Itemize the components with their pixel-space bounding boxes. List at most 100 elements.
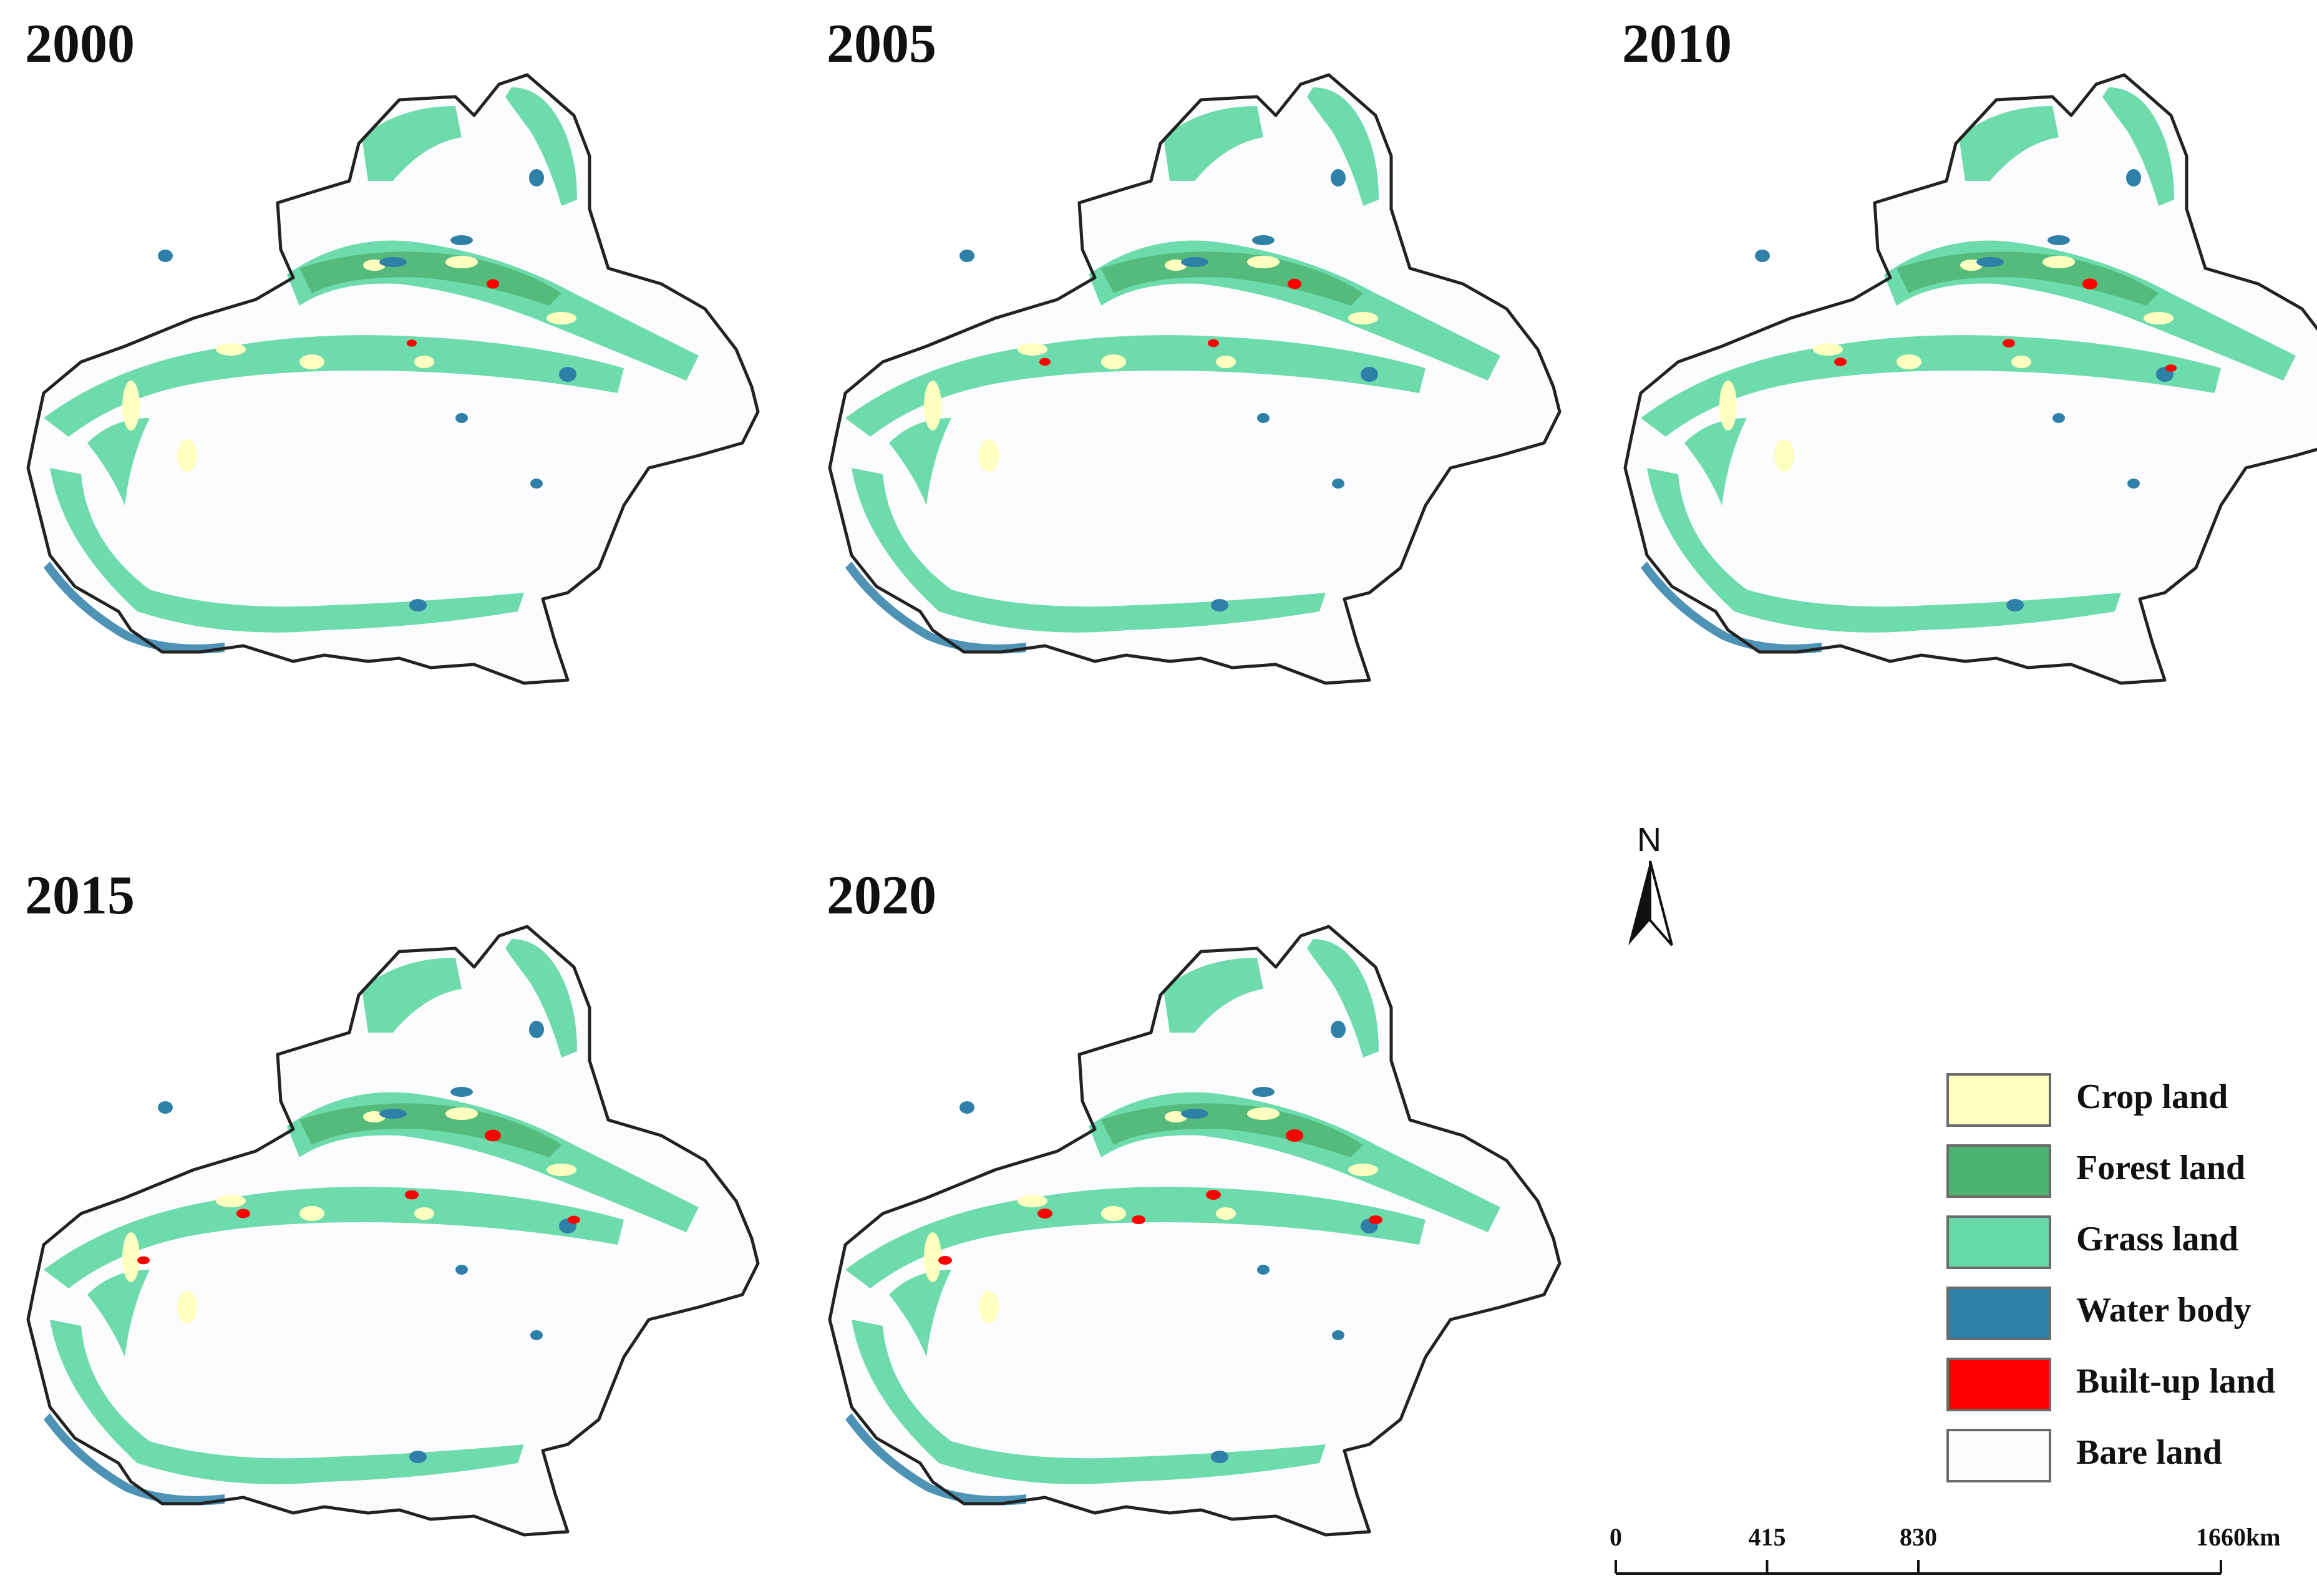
legend-swatch (1946, 1287, 2051, 1340)
grass-land-area (1307, 87, 1379, 206)
north-arrow-icon (1628, 860, 1673, 946)
grass-land-area (362, 958, 462, 1033)
crop-land-patch (979, 1291, 999, 1323)
water-body-patch (1252, 1087, 1275, 1097)
water-body-patch (1332, 479, 1344, 489)
built-up-patch (1288, 278, 1301, 290)
water-body-patch (1181, 1109, 1208, 1119)
legend-item-grass-land: Grass land (1946, 1215, 2296, 1287)
grass-land-area (852, 468, 1326, 633)
crop-land-patch (445, 256, 478, 268)
water-body-patch (1332, 1330, 1344, 1340)
grass-land-area (1641, 335, 2221, 437)
built-up-patch (1039, 358, 1051, 366)
panel-year-label: 2020 (827, 865, 936, 926)
grass-land-area (87, 1270, 150, 1357)
region-outline (26, 925, 760, 1537)
water-body-patch (1211, 599, 1228, 611)
legend-label: Grass land (2076, 1220, 2238, 1258)
water-body-patch (2126, 169, 2141, 187)
legend-label: Crop land (2076, 1078, 2228, 1116)
built-up-patch (2165, 364, 2177, 372)
grass-land-area (1684, 418, 1747, 505)
bare-land-area (28, 75, 758, 683)
crop-land-patch (216, 343, 246, 356)
crop-land-patch (216, 1195, 246, 1207)
crop-land-patch (1897, 354, 1921, 369)
crop-land-patch (299, 354, 324, 369)
water-body-patch (2127, 479, 2140, 489)
water-body-patch (959, 1101, 974, 1114)
land-use-map (26, 73, 760, 685)
water-body-patch (1976, 257, 2004, 267)
built-up-patch (1132, 1215, 1145, 1224)
map-panel-2005: 2005 (827, 12, 1594, 711)
water-body-patch (379, 257, 407, 267)
built-up-patch (407, 339, 417, 347)
legend-item-crop-land: Crop land (1946, 1073, 2296, 1144)
legend-item-bare-land: Bare land (1946, 1429, 2296, 1500)
scale-tick-415: 415 (1748, 1523, 1786, 1551)
crop-land-patch (546, 312, 576, 324)
crop-land-patch (924, 381, 941, 431)
crop-land-patch (1216, 356, 1236, 368)
grass-land-area (845, 1187, 1426, 1288)
water-body-patch (455, 413, 468, 423)
region-outline (828, 925, 1562, 1537)
region-outline (828, 73, 1562, 685)
crop-land-patch (299, 1206, 324, 1221)
water-body-patch (409, 1451, 427, 1463)
water-body-patch (1257, 413, 1270, 423)
water-body-patch (1252, 235, 1275, 245)
water-body-patch (158, 250, 173, 262)
water-body-patch (2047, 235, 2070, 245)
grass-land-area (362, 106, 462, 181)
scale-tick-830: 830 (1900, 1523, 1937, 1551)
crop-land-patch (1216, 1207, 1236, 1220)
legend-swatch (1946, 1358, 2051, 1411)
land-use-map (828, 925, 1562, 1537)
water-body-patch (845, 1413, 1026, 1506)
legend-label: Built-up land (2076, 1362, 2276, 1401)
crop-land-patch (122, 381, 140, 431)
legend-label: Water body (2076, 1291, 2251, 1330)
map-panel-2010: 2010 (1622, 12, 2317, 711)
built-up-patch (405, 1190, 419, 1200)
panel-year-label: 2010 (1622, 14, 1732, 74)
region-outline (26, 73, 760, 685)
bare-land-area (830, 927, 1560, 1535)
water-body-patch (559, 367, 576, 382)
crop-land-patch (1247, 1107, 1280, 1120)
crop-land-patch (2144, 312, 2174, 324)
grass-land-area (889, 418, 951, 505)
grass-land-area (44, 1187, 624, 1288)
legend-swatch (1946, 1073, 2051, 1127)
water-body-patch (959, 250, 974, 262)
built-up-patch (1208, 339, 1219, 348)
grass-land-area (852, 1320, 1326, 1484)
map-panel-2015: 2015 (25, 864, 792, 1563)
water-body-patch (158, 1101, 173, 1114)
water-body-patch (845, 562, 1026, 654)
map-panel-2020: 2020 (827, 864, 1594, 1563)
legend-swatch (1946, 1429, 2051, 1482)
water-body-patch (455, 1265, 468, 1275)
crop-land-patch (2043, 256, 2075, 268)
water-body-patch (530, 479, 543, 489)
water-body-patch (379, 1109, 407, 1119)
grass-land-area (1163, 958, 1263, 1033)
legend-item-built-up-land: Built-up land (1946, 1358, 2296, 1429)
legend-item-forest-land: Forest land (1946, 1144, 2296, 1215)
built-up-patch (137, 1256, 150, 1265)
built-up-patch (1037, 1209, 1052, 1219)
scale-bar: 0 415 830 1660 km (1597, 1522, 2308, 1585)
crop-land-patch (177, 1291, 197, 1323)
water-body-patch (409, 599, 427, 611)
north-label: N (1637, 821, 1661, 859)
scale-unit: km (2246, 1523, 2281, 1551)
water-body-patch (2006, 599, 2024, 611)
panel-year-label: 2000 (25, 14, 135, 74)
built-up-patch (487, 279, 499, 289)
bare-land-area (1625, 75, 2317, 683)
crop-land-patch (1719, 381, 1737, 431)
